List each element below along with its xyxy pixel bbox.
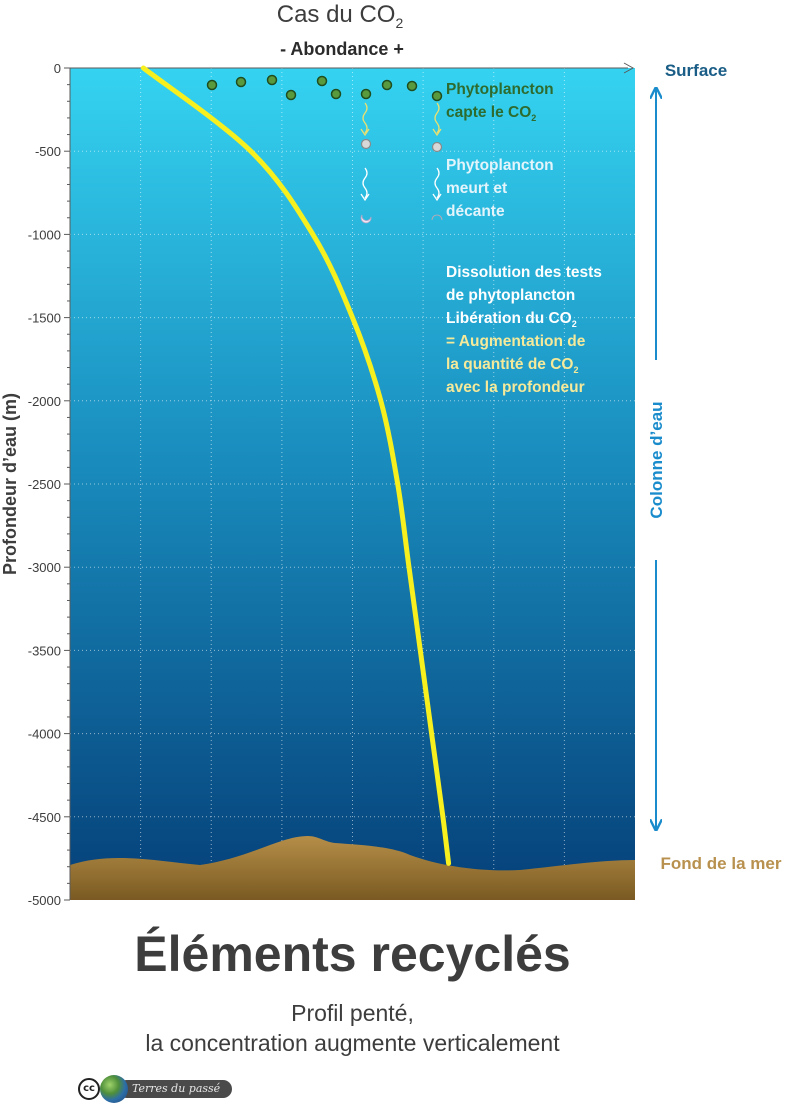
phyto-cell — [431, 90, 443, 102]
annotation-dissolution-line3: Libération du CO2 — [446, 310, 577, 329]
seafloor-sediment — [70, 836, 635, 900]
page-title: Éléments recyclés — [134, 926, 571, 982]
chart-title: Cas du CO2 — [277, 1, 404, 31]
sinking-squiggle-arrow — [432, 167, 442, 202]
seafloor-label: Fond de la mer — [661, 854, 782, 873]
annotation-dissolution-line1: Dissolution des tests — [446, 264, 602, 281]
terres-du-passe-logo: Terres du passé cc — [78, 1075, 232, 1103]
annotation-dies-line1: Phytoplancton — [446, 157, 554, 174]
phyto-cell — [330, 88, 342, 100]
globe-icon — [100, 1075, 128, 1103]
phyto-cell — [360, 88, 372, 100]
annotation-dies-line3: décante — [446, 203, 505, 220]
water-column-label: Colonne d’eau — [647, 401, 666, 518]
dead-phytoplankton — [360, 138, 443, 224]
logo-text: Terres du passé — [118, 1080, 232, 1098]
y-tick-label: -4000 — [28, 727, 61, 742]
phyto-cell — [206, 79, 218, 91]
y-axis-ticks — [64, 67, 70, 901]
annotation-capture-line1: Phytoplancton — [446, 81, 554, 98]
phyto-cell — [406, 80, 418, 92]
abundance-axis-label: - Abondance + — [280, 39, 404, 59]
y-tick-label: -1000 — [28, 227, 61, 242]
y-axis-label: Profondeur d’eau (m) — [0, 393, 20, 575]
phytoplankton-cells — [206, 74, 443, 102]
creative-commons-icon: cc — [78, 1078, 100, 1100]
grid-lines — [70, 68, 635, 900]
y-tick-label: -4500 — [28, 810, 61, 825]
phyto-cell — [285, 89, 297, 101]
annotation-dies-line2: meurt et — [446, 180, 507, 197]
y-tick-label: 0 — [54, 61, 61, 76]
phyto-cell — [266, 74, 278, 86]
y-tick-label: -5000 — [28, 893, 61, 908]
sinking-squiggle-arrow — [432, 102, 442, 137]
sinking-arrows — [360, 102, 442, 202]
annotation-phyto-capture: Phytoplancton capte le CO2 — [446, 81, 554, 123]
y-axis-tick-labels: 0 -500 -1000 -1500 -2000 -2500 -3000 -3500 -4000… — [28, 61, 61, 908]
phyto-cell — [235, 76, 247, 88]
dissolving-shell — [360, 214, 372, 224]
sinking-squiggle-arrow — [360, 167, 370, 202]
phyto-cell — [316, 75, 328, 87]
y-tick-label: -2000 — [28, 394, 61, 409]
annotation-capture-line2: capte le CO2 — [446, 104, 536, 123]
dissolving-shell — [431, 214, 443, 221]
annotation-dissolution-line6: avec la profondeur — [446, 379, 585, 396]
subtitle-line2: la concentration augmente verticalement — [145, 1030, 560, 1056]
y-tick-label: -3500 — [28, 643, 61, 658]
phyto-cell — [381, 79, 393, 91]
y-tick-label: -2500 — [28, 477, 61, 492]
annotation-dissolution-line5: la quantité de CO2 — [446, 356, 578, 375]
surface-label: Surface — [665, 61, 727, 80]
annotation-dissolution-line4: = Augmentation de — [446, 333, 586, 350]
subtitle-line1: Profil penté, — [291, 1000, 414, 1026]
co2-profile-line — [140, 65, 452, 866]
y-tick-label: -500 — [35, 144, 61, 159]
sinking-squiggle-arrow — [360, 102, 370, 137]
x-axis-arrowhead — [623, 62, 635, 74]
y-tick-label: -1500 — [28, 311, 61, 326]
y-tick-label: -3000 — [28, 560, 61, 575]
dead-cell — [360, 138, 372, 150]
annotation-dissolution: Dissolution des tests de phytoplancton L… — [446, 264, 602, 396]
annotation-dissolution-line2: de phytoplancton — [446, 287, 575, 304]
annotation-phyto-dies: Phytoplancton meurt et décante — [446, 157, 554, 220]
dead-cell — [431, 141, 443, 153]
